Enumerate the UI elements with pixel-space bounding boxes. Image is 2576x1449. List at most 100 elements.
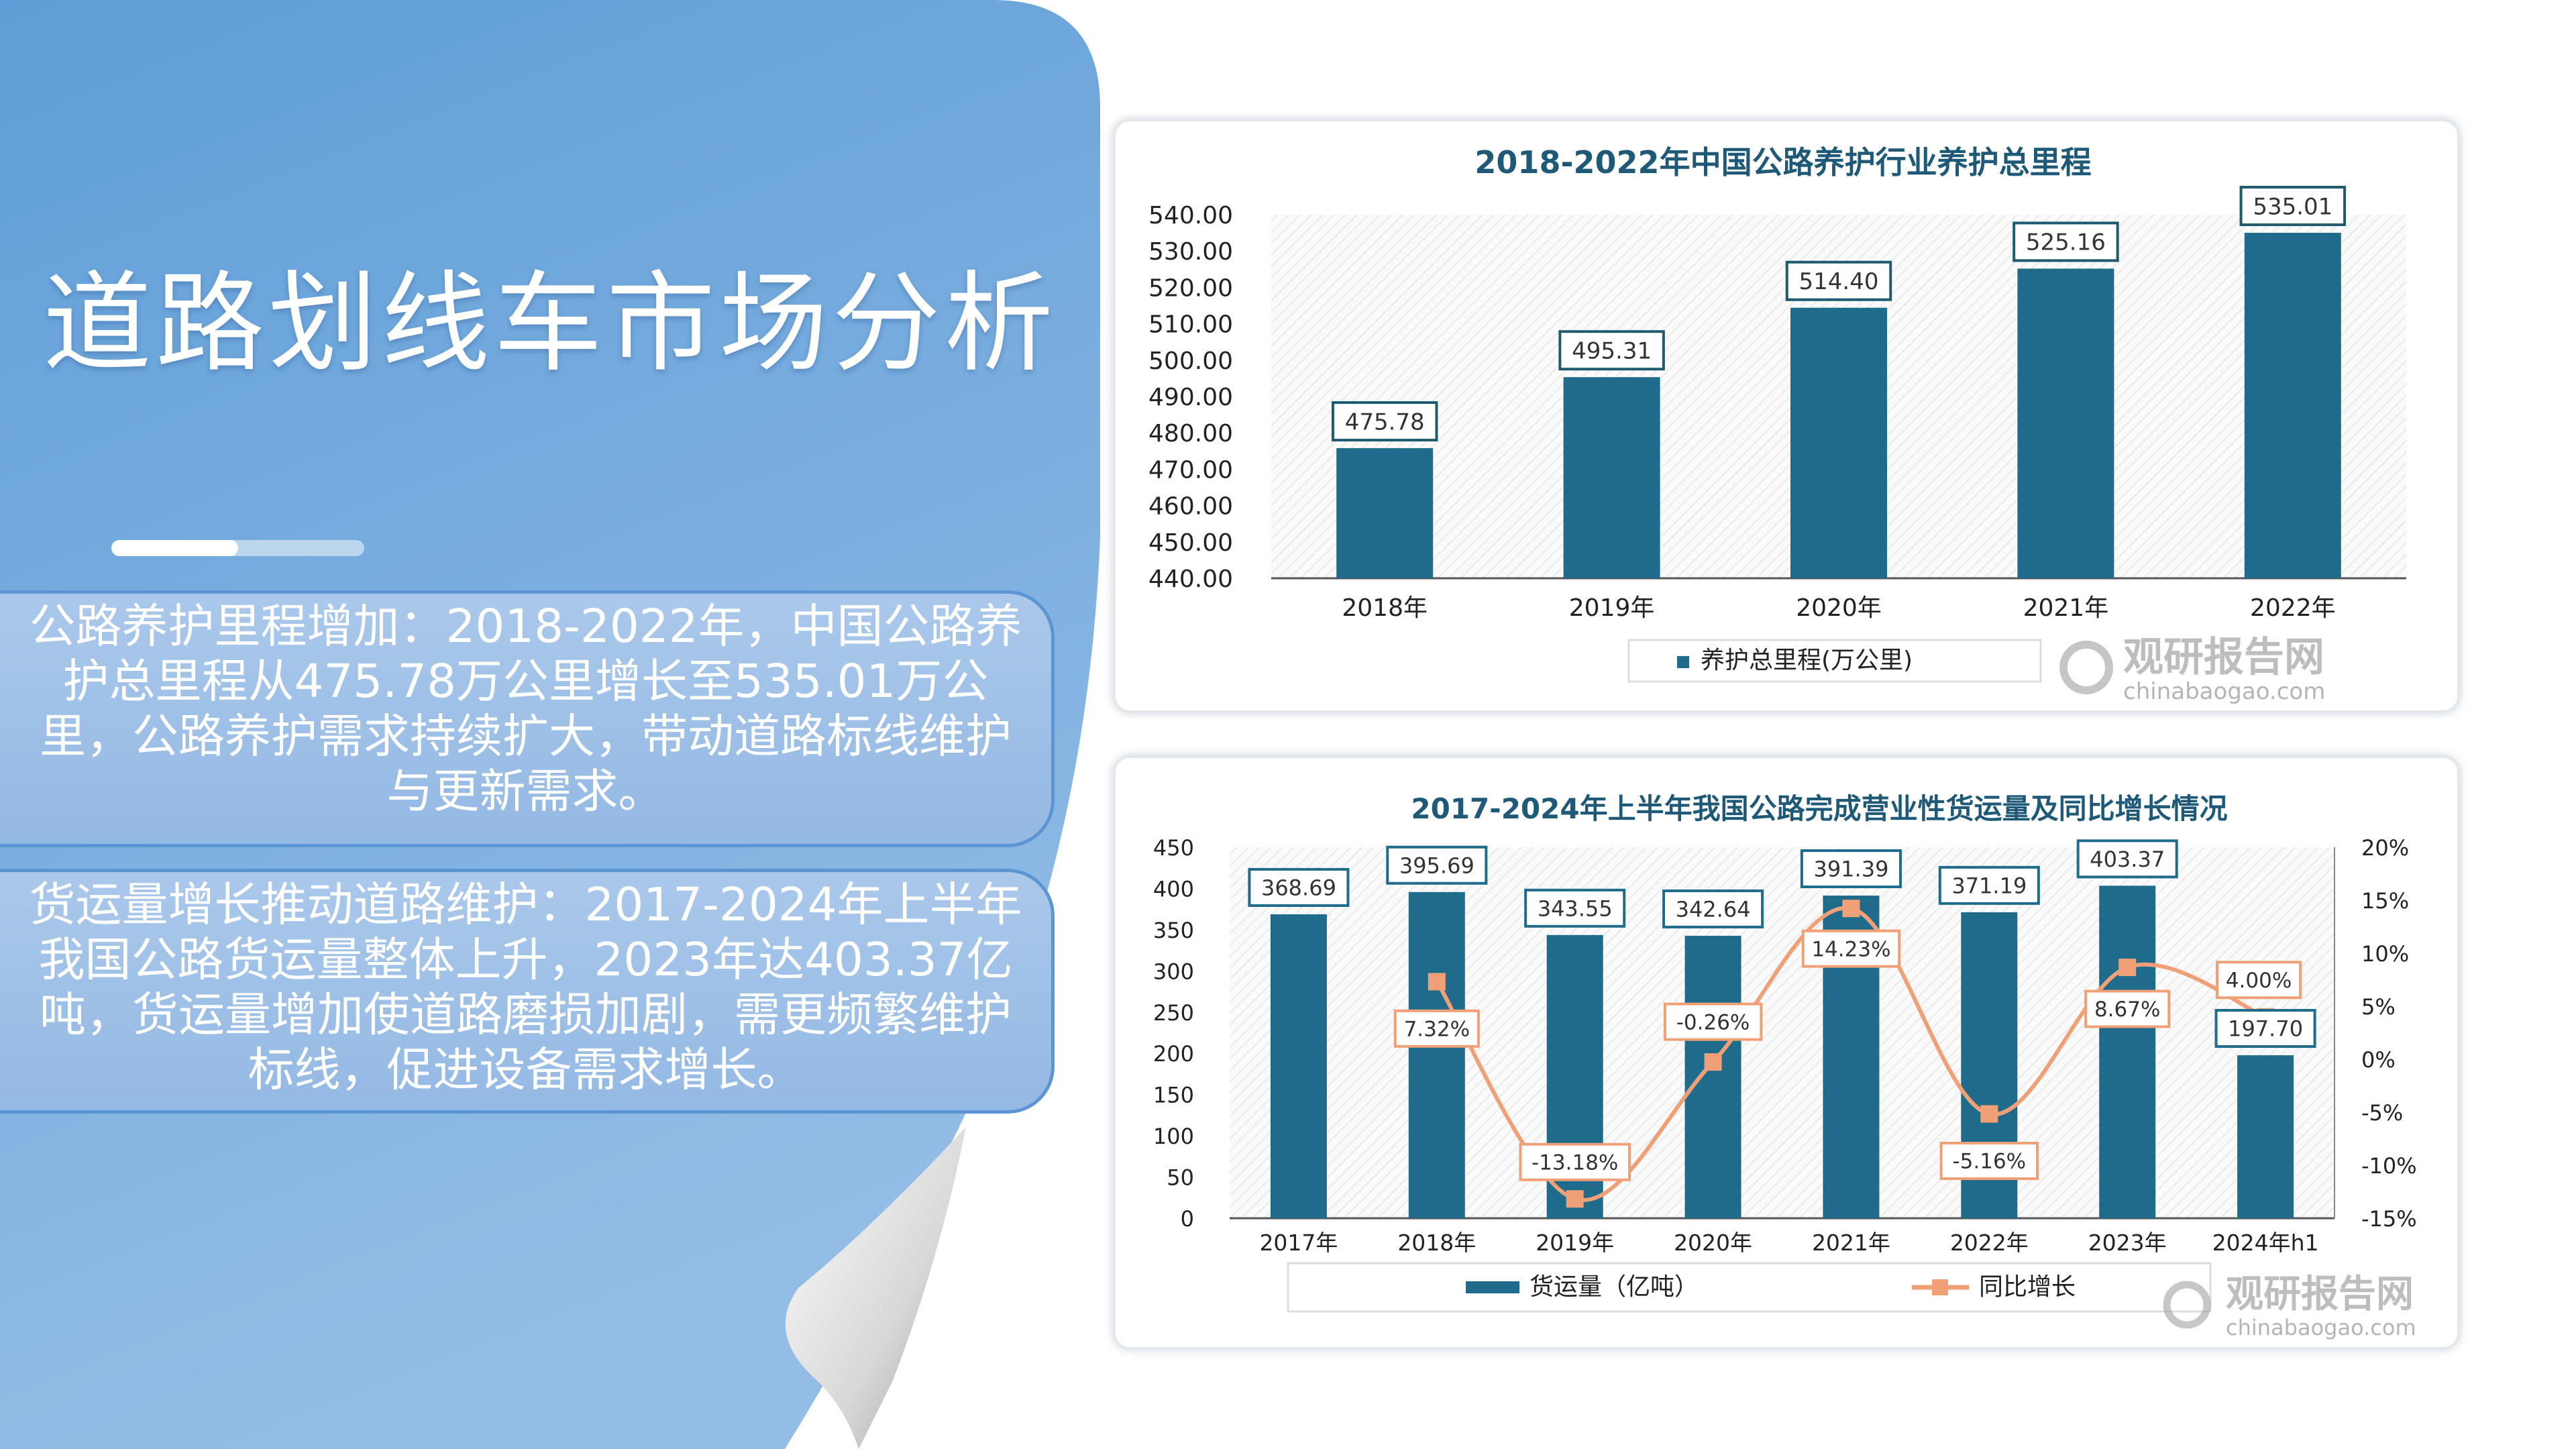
chart2-y-right-tick: 10% — [2361, 941, 2409, 967]
chart2-y-right-tick: -15% — [2361, 1206, 2417, 1232]
chart2-bar-label-box — [1662, 889, 1764, 928]
chart2-growth-label: -5.16% — [1952, 1150, 2026, 1174]
chart2-y-right-tick: -5% — [2361, 1100, 2403, 1126]
chart1-y-tick: 480.00 — [1148, 420, 1233, 447]
chart1-bar — [2017, 268, 2114, 578]
progress-indicator-fill — [111, 540, 238, 556]
chart1-data-label: 475.78 — [1345, 409, 1425, 435]
chart2-growth-marker — [1704, 1053, 1722, 1071]
chart1-bar — [1790, 307, 1887, 578]
chart2-bar-label: 403.37 — [2090, 847, 2165, 872]
insight-text: 公路养护里程增加：2018-2022年，中国公路养护总里程从475.78万公里增… — [29, 600, 1022, 818]
chart1-legend-swatch — [1677, 656, 1689, 668]
page-curl — [785, 1127, 966, 1449]
chart2-growth-label-box — [1663, 1002, 1763, 1041]
chart2-bar — [1684, 935, 1741, 1218]
chart1-y-tick: 500.00 — [1148, 347, 1233, 375]
watermark-logo-icon — [2059, 641, 2113, 694]
chart2-growth-label: 7.32% — [1404, 1018, 1470, 1042]
chart2-y-right-tick: 15% — [2361, 888, 2409, 914]
chart2-y-right-tick: 5% — [2361, 994, 2396, 1020]
chart2-bar-label: 371.19 — [1951, 873, 2027, 898]
watermark: 观研报告网 chinabaogao.com — [2059, 634, 2325, 705]
chart1-y-tick: 450.00 — [1148, 529, 1233, 557]
chart1-x-tick: 2022年 — [2250, 594, 2336, 622]
chart1-bar — [1336, 448, 1434, 578]
chart2-bar-label: 342.64 — [1676, 896, 1751, 922]
chart2-x-tick: 2020年 — [1674, 1230, 1752, 1256]
chart1-data-label: 535.01 — [2253, 193, 2332, 220]
chart2-growth-label: -13.18% — [1532, 1150, 1618, 1175]
chart2-growth-marker — [1980, 1105, 1998, 1123]
chart2-y-right-tick: 0% — [2361, 1047, 2396, 1073]
chart2-x-tick: 2023年 — [2088, 1230, 2167, 1256]
chart1-x-tick: 2019年 — [1569, 594, 1655, 622]
chart1-y-tick: 440.00 — [1148, 566, 1233, 593]
chart2-bar-label-box — [1938, 865, 2040, 905]
chart1-data-label-box — [2012, 221, 2119, 262]
chart2-x-tick: 2018年 — [1397, 1230, 1476, 1256]
chart2-y-right-tick: -10% — [2361, 1153, 2417, 1179]
chart1-x-tick: 2021年 — [2023, 594, 2109, 622]
chart1-data-label: 514.40 — [1799, 268, 1879, 295]
chart2-growth-label: 4.00% — [2226, 969, 2292, 993]
chart2-y-left-tick: 450 — [1153, 835, 1194, 861]
chart2-x-tick: 2019年 — [1536, 1230, 1614, 1256]
chart1-bar — [2244, 233, 2341, 579]
watermark: 观研报告网 chinabaogao.com — [2163, 1273, 2416, 1340]
chart2-y-left-tick: 100 — [1153, 1124, 1194, 1149]
chart2-y-left-tick: 250 — [1153, 1000, 1194, 1026]
chart2-legend — [1287, 1262, 2212, 1313]
chart2-y-left-tick: 300 — [1153, 959, 1194, 984]
chart1-data-label-box — [1331, 401, 1438, 442]
chart2-y-left-tick: 200 — [1153, 1041, 1194, 1067]
chart2-legend-bar-swatch — [1466, 1281, 1519, 1293]
chart2-bar-label-box — [1800, 849, 1902, 889]
watermark-name: 观研报告网 — [2123, 634, 2324, 681]
chart1-y-tick: 470.00 — [1148, 456, 1233, 484]
chart1-y-tick: 510.00 — [1148, 311, 1233, 339]
chart1-legend-label: 养护总里程(万公里) — [1701, 647, 1913, 674]
chart2-y-left-tick: 150 — [1153, 1083, 1194, 1108]
chart2-y-left-tick: 350 — [1153, 918, 1194, 943]
chart2-bar-label: 343.55 — [1538, 896, 1613, 921]
chart2-legend-bar-label: 货运量（亿吨） — [1529, 1273, 1699, 1301]
chart1-x-tick: 2020年 — [1796, 594, 1882, 622]
chart1-data-label: 495.31 — [1572, 337, 1652, 364]
chart2-bar-label: 368.69 — [1261, 875, 1336, 900]
chart2-growth-label: 8.67% — [2094, 998, 2160, 1022]
chart1-data-label-box — [1558, 330, 1665, 371]
chart2-bar-label: 391.39 — [1813, 857, 1888, 882]
chart2-growth-label-box — [1393, 1009, 1480, 1048]
chart2-x-tick: 2024年h1 — [2212, 1230, 2319, 1256]
chart1-bar — [1563, 377, 1660, 578]
chart1-y-tick: 490.00 — [1148, 384, 1233, 411]
chart2-growth-marker — [2118, 959, 2137, 977]
chart2-bar-label: 395.69 — [1399, 853, 1474, 878]
chart2-growth-label-box — [1519, 1142, 1631, 1181]
chart1-y-tick: 540.00 — [1148, 202, 1233, 229]
chart2-y-left-tick: 400 — [1153, 876, 1194, 902]
chart2-bar — [2099, 885, 2156, 1218]
chart2-bar-label: 197.70 — [2228, 1016, 2303, 1042]
chart1-y-tick: 530.00 — [1148, 238, 1233, 266]
chart2-bar — [1270, 914, 1327, 1218]
chart2-y-right-tick: 20% — [2361, 835, 2409, 861]
chart1-legend — [1627, 639, 2042, 683]
insight-text: 货运量增长推动道路维护：2017-2024年上半年我国公路货运量整体上升，202… — [29, 878, 1022, 1097]
chart2-y-left-tick: 0 — [1181, 1206, 1194, 1232]
watermark-url: chinabaogao.com — [2226, 1315, 2416, 1340]
chart2-bar-label-box — [2214, 1009, 2316, 1049]
chart2-title: 2017-2024年上半年我国公路完成营业性货运量及同比增长情况 — [1411, 792, 2227, 825]
chart2-x-tick: 2017年 — [1259, 1230, 1338, 1256]
chart1-data-label-box — [2239, 186, 2347, 227]
chart2-x-tick: 2021年 — [1812, 1230, 1890, 1256]
insight-box-maintenance: 公路养护里程增加：2018-2022年，中国公路养护总里程从475.78万公里增… — [0, 590, 1055, 847]
watermark-url: chinabaogao.com — [2123, 678, 2325, 705]
chart1-title: 2018-2022年中国公路养护行业养护总里程 — [1474, 144, 2091, 180]
chart2-legend-line-label: 同比增长 — [1979, 1273, 2076, 1301]
chart2-bar-label-box — [1248, 867, 1350, 907]
insight-box-freight: 货运量增长推动道路维护：2017-2024年上半年我国公路货运量整体上升，202… — [0, 869, 1055, 1114]
chart2-growth-label-box — [2216, 961, 2302, 1000]
